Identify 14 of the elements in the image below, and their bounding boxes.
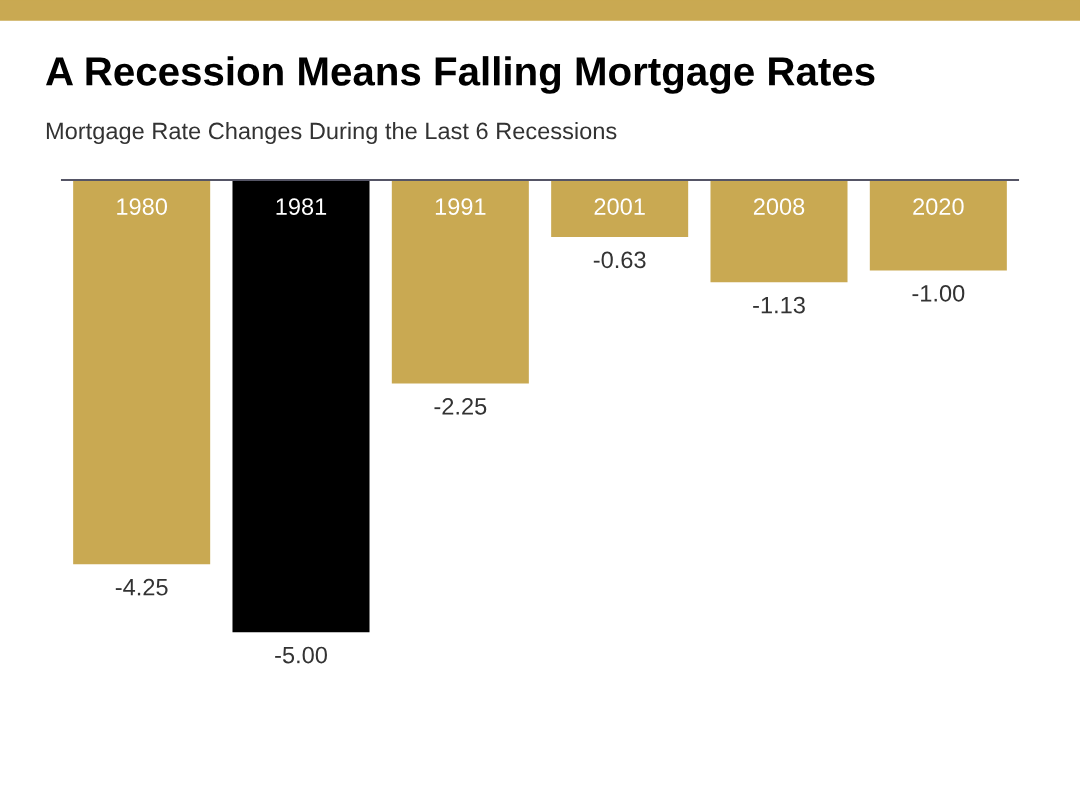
data-label: -4.25 (115, 578, 168, 596)
x-tick-label: 1991 (435, 198, 486, 215)
x-tick-label: 1981 (276, 198, 327, 215)
data-label: -0.63 (593, 251, 646, 269)
data-label: -1.00 (912, 284, 965, 302)
data-label: -2.25 (434, 397, 487, 415)
data-label: -5.00 (275, 646, 327, 664)
chart-subtitle: Mortgage Rate Changes During the Last 6 Recessions (46, 122, 617, 145)
x-tick-label: 2001 (594, 198, 645, 215)
chart-title: A Recession Means Falling Mortgage Rates (46, 56, 875, 94)
data-label: -1.13 (753, 296, 805, 314)
x-tick-label: 2008 (753, 198, 805, 215)
x-tick-label: 2020 (913, 198, 964, 215)
x-tick-label: 1980 (117, 198, 168, 215)
